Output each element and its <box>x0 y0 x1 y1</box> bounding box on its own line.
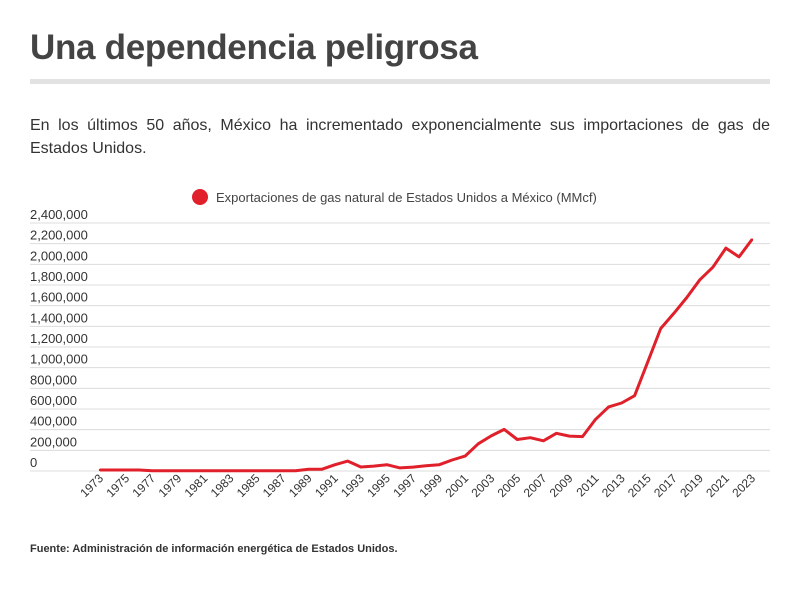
x-tick-label: 1975 <box>103 471 132 500</box>
data-point <box>307 468 310 471</box>
y-tick-label: 600,000 <box>30 393 77 408</box>
title-divider <box>30 79 770 84</box>
data-point <box>529 436 532 439</box>
data-point <box>268 469 271 472</box>
x-tick-label: 2019 <box>677 471 706 500</box>
chart-subtitle: En los últimos 50 años, México ha increm… <box>30 117 770 157</box>
data-point <box>724 246 728 250</box>
data-point <box>372 464 376 468</box>
y-tick-label: 1,800,000 <box>30 269 88 284</box>
data-point <box>124 468 128 472</box>
y-tick-label: 2,000,000 <box>30 248 88 263</box>
x-tick-label: 1979 <box>156 471 185 500</box>
data-point <box>503 428 506 431</box>
x-tick-label: 2021 <box>703 471 732 500</box>
data-point <box>424 464 428 468</box>
data-point <box>359 465 362 469</box>
x-tick-label: 1983 <box>208 471 237 500</box>
x-tick-label: 1987 <box>260 471 289 500</box>
data-point <box>137 468 141 472</box>
data-point <box>542 439 545 443</box>
y-tick-label: 2,400,000 <box>30 207 88 222</box>
data-point <box>633 394 636 397</box>
data-point <box>672 312 675 315</box>
data-point <box>711 266 715 269</box>
data-point <box>620 401 623 405</box>
x-tick-label: 2017 <box>651 471 680 500</box>
data-point <box>476 442 480 446</box>
x-tick-label: 2023 <box>729 471 758 500</box>
data-point <box>98 468 102 472</box>
x-tick-label: 1997 <box>390 471 419 500</box>
data-point <box>111 468 115 472</box>
data-point <box>659 327 662 330</box>
data-point <box>568 434 571 438</box>
y-tick-label: 0 <box>30 455 37 470</box>
data-point <box>216 469 219 472</box>
x-tick-label: 2003 <box>469 471 498 500</box>
data-point <box>581 435 584 438</box>
legend-marker <box>192 189 208 205</box>
y-tick-label: 1,200,000 <box>30 331 88 346</box>
y-tick-label: 1,600,000 <box>30 290 88 305</box>
y-tick-label: 1,000,000 <box>30 352 88 367</box>
data-point <box>737 255 741 259</box>
data-point <box>294 469 297 472</box>
data-point <box>320 468 323 471</box>
y-tick-label: 1,400,000 <box>30 310 88 325</box>
x-tick-label: 2013 <box>599 471 628 500</box>
x-tick-label: 1973 <box>77 471 106 500</box>
data-point <box>750 238 754 241</box>
data-point <box>190 469 193 472</box>
y-tick-label: 800,000 <box>30 372 77 387</box>
data-point <box>203 469 206 472</box>
x-tick-label: 1985 <box>234 471 263 500</box>
legend: Exportaciones de gas natural de Estados … <box>192 189 597 205</box>
data-point <box>281 469 284 472</box>
source-note: Fuente: Administración de información en… <box>30 543 398 555</box>
data-point <box>437 463 441 466</box>
y-tick-label: 200,000 <box>30 434 77 449</box>
data-point <box>242 469 245 472</box>
x-tick-label: 2005 <box>495 471 524 500</box>
data-point <box>463 454 467 458</box>
y-tick-label: 2,200,000 <box>30 228 88 243</box>
data-point <box>177 469 180 472</box>
data-point <box>229 469 232 472</box>
line-chart: Exportaciones de gas natural de Estados … <box>30 189 770 500</box>
data-point <box>333 463 336 466</box>
data-point <box>255 469 258 472</box>
x-tick-label: 1981 <box>182 471 211 500</box>
data-point <box>411 465 415 469</box>
page-title: Una dependencia peligrosa <box>30 28 478 67</box>
data-point <box>346 459 349 463</box>
data-point <box>555 432 558 435</box>
x-tick-label: 1995 <box>364 471 393 500</box>
x-tick-label: 2001 <box>442 471 471 500</box>
x-tick-label: 1989 <box>286 471 315 500</box>
x-tick-label: 1999 <box>416 471 445 500</box>
x-tick-label: 2015 <box>625 471 654 500</box>
data-point <box>150 469 154 472</box>
legend-label: Exportaciones de gas natural de Estados … <box>216 190 597 205</box>
data-point <box>646 360 649 364</box>
x-tick-label: 1977 <box>129 471 158 500</box>
data-point <box>685 296 688 299</box>
x-tick-label: 2011 <box>573 471 601 499</box>
x-tick-label: 1993 <box>338 471 367 500</box>
data-point <box>490 434 493 438</box>
y-tick-label: 400,000 <box>30 414 77 429</box>
data-point <box>607 405 610 409</box>
series-line <box>100 238 754 473</box>
x-tick-label: 2007 <box>521 471 550 500</box>
x-tick-label: 1991 <box>312 471 341 500</box>
data-point <box>594 418 597 421</box>
x-tick-label: 2009 <box>547 471 576 500</box>
data-point <box>516 438 519 441</box>
data-point <box>398 466 402 470</box>
data-point <box>698 278 702 282</box>
data-point <box>385 463 389 466</box>
data-point <box>164 469 167 472</box>
data-point <box>450 458 454 462</box>
